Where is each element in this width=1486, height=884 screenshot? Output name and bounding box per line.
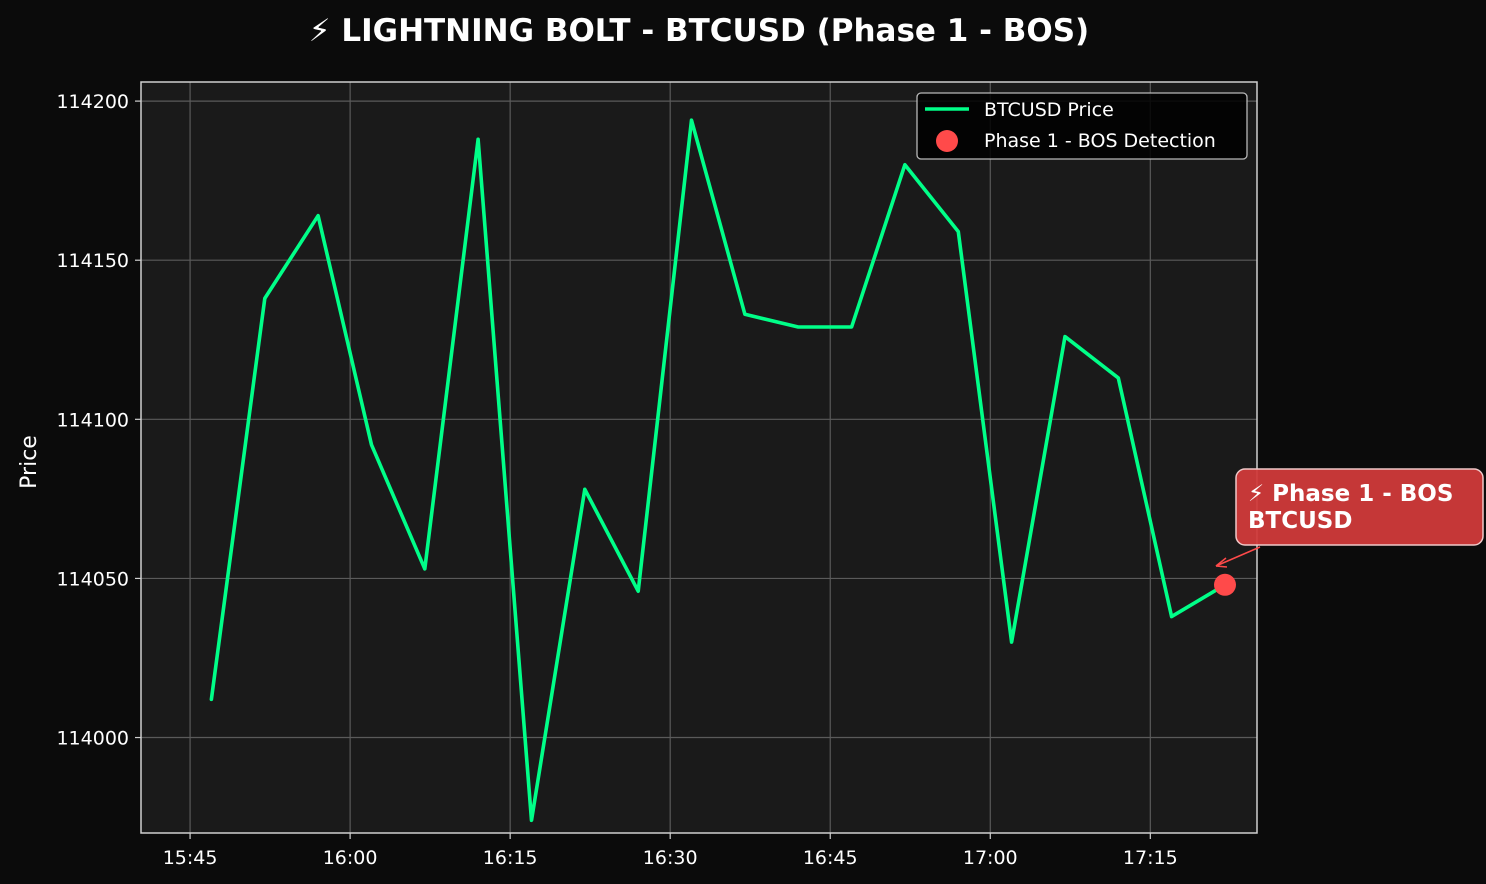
legend-marker-swatch xyxy=(936,130,958,152)
annotation-arrowhead xyxy=(1215,557,1228,568)
legend-label-marker: Phase 1 - BOS Detection xyxy=(984,130,1216,152)
series-line-btcusd-price xyxy=(209,118,1227,823)
legend-label-series: BTCUSD Price xyxy=(984,99,1114,121)
x-tick-label: 16:15 xyxy=(483,847,538,869)
annotation-arrow xyxy=(1215,546,1261,567)
annotation-text-line2: BTCUSD xyxy=(1248,508,1352,534)
bos-annotation: ⚡ Phase 1 - BOS BTCUSD xyxy=(1215,468,1484,568)
chart-title: ⚡ LIGHTNING BOLT - BTCUSD (Phase 1 - BOS… xyxy=(309,13,1089,49)
x-tick-label: 16:45 xyxy=(803,847,858,869)
marker-layer xyxy=(1213,573,1236,596)
y-tick-label: 114150 xyxy=(56,250,129,272)
y-tick-label: 114000 xyxy=(56,728,129,750)
axis-ticks: 15:45 16:00 16:15 16:30 16:45 17:00 17:15 11400… xyxy=(56,91,1177,869)
y-tick-label: 114100 xyxy=(56,409,129,431)
x-tick-label: 17:15 xyxy=(1123,847,1178,869)
y-axis-label: Price xyxy=(17,435,42,489)
bos-detection-marker xyxy=(1213,573,1236,596)
series-line-layer xyxy=(209,118,1227,823)
x-tick-label: 15:45 xyxy=(163,847,218,869)
x-tick-label: 16:30 xyxy=(643,847,698,869)
annotation-box xyxy=(1235,468,1484,546)
plot-area xyxy=(141,82,1257,833)
legend-box xyxy=(916,92,1248,160)
legend: BTCUSD Price Phase 1 - BOS Detection xyxy=(916,92,1248,160)
x-tick-label: 17:00 xyxy=(963,847,1018,869)
x-tick-label: 16:00 xyxy=(323,847,378,869)
plot-frame xyxy=(140,81,1258,834)
y-tick-label: 114200 xyxy=(56,91,129,113)
annotation-text-line1: ⚡ Phase 1 - BOS xyxy=(1248,481,1453,507)
y-tick-label: 114050 xyxy=(56,568,129,590)
